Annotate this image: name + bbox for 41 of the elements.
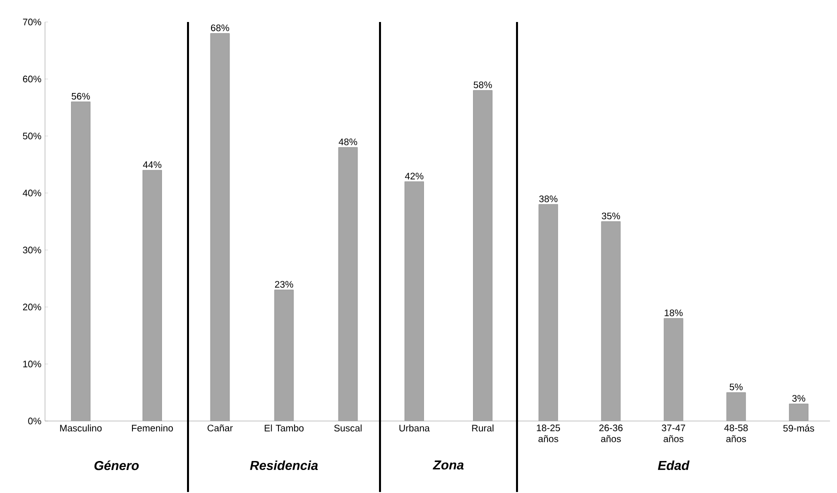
x-tick-label: 18-25 años [536, 424, 560, 442]
data-label: 48% [338, 138, 358, 146]
y-tick-label: 50% [22, 132, 42, 140]
data-label: 44% [142, 161, 162, 168]
data-label: 56% [72, 92, 90, 100]
x-tick-label: 59-más [783, 424, 814, 432]
x-axis-title: Edad [658, 460, 690, 470]
y-tick-label: 40% [22, 190, 42, 196]
data-label: 3% [792, 395, 806, 402]
data-label: 58% [474, 82, 492, 88]
y-tick-label: 10% [23, 360, 42, 368]
y-tick-label: 70% [23, 18, 42, 26]
x-axis-title: Zona [432, 460, 464, 470]
data-label: 5% [730, 384, 743, 390]
x-tick-label: Femenino [132, 424, 173, 432]
x-tick-label: 48-58 años [724, 424, 748, 442]
data-label: 68% [211, 24, 230, 32]
data-label: 35% [602, 212, 620, 220]
bar [726, 392, 746, 421]
data-label: 38% [539, 196, 558, 202]
data-label: 18% [664, 310, 683, 316]
x-tick-label: El Tambo [264, 424, 304, 432]
x-tick-label: 37-47 años [662, 424, 686, 442]
y-tick-label: 60% [23, 76, 42, 82]
x-tick-label: Cañar [208, 424, 233, 432]
x-tick-label: Rural [472, 424, 494, 432]
x-axis-title: Residencia [250, 460, 318, 470]
bar [601, 222, 620, 421]
y-tick-label: 30% [22, 246, 42, 254]
bar [538, 204, 558, 421]
data-label: 42% [405, 172, 424, 180]
x-tick-label: 26-36 años [599, 424, 623, 442]
x-tick-label: Urbana [399, 424, 430, 432]
x-tick-label: Masculino [60, 424, 102, 432]
bar [664, 318, 684, 421]
y-tick-label: 20% [23, 304, 42, 310]
data-label: 23% [275, 281, 294, 288]
y-tick-label: 0% [28, 418, 42, 424]
x-axis-title: Género [94, 460, 139, 470]
x-tick-label: Suscal [334, 424, 362, 432]
bar [789, 404, 808, 421]
